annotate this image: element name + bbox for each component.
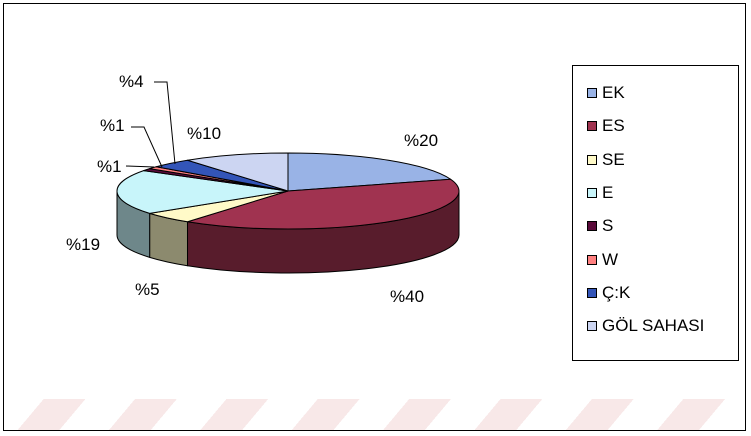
legend-swatch — [587, 254, 597, 265]
pie-slice-label: %1 — [97, 157, 122, 176]
pie-slice-label: %20 — [404, 131, 438, 150]
legend-label: W — [602, 249, 619, 269]
legend-label: Ç:K — [602, 282, 631, 302]
legend-item: ES — [587, 116, 625, 136]
legend-item: SE — [587, 150, 625, 170]
pie-slice — [186, 178, 460, 230]
pie-slice-label: %5 — [135, 280, 160, 299]
legend-swatch — [587, 154, 597, 165]
pie-slice — [116, 170, 289, 214]
watermark-stripes — [4, 399, 745, 430]
legend-item: EK — [587, 83, 625, 103]
legend-label: E — [602, 182, 614, 202]
legend-item: GÖL SAHASI — [587, 316, 704, 336]
legend-swatch — [587, 221, 597, 232]
pie-labels: %20 %40 %5 %19 %1 %1 %4 %10 — [66, 72, 438, 306]
legend-swatch — [587, 88, 597, 98]
legend: EK ES SE E S W Ç:K GÖL SAHASI — [572, 65, 739, 361]
legend-label: S — [602, 216, 614, 236]
pie-sides — [116, 190, 460, 274]
leader-line — [131, 126, 163, 168]
pie-slice — [186, 152, 289, 192]
pie-slice-label: %40 — [390, 287, 424, 306]
legend-item: S — [587, 216, 613, 236]
pie-slice-label: %1 — [100, 116, 125, 135]
pie-chart: %20 %40 %5 %19 %1 %1 %4 %10 — [66, 72, 460, 306]
pie-slice-label: %19 — [66, 235, 100, 254]
legend-item: E — [587, 183, 613, 203]
chart-frame: %20 %40 %5 %19 %1 %1 %4 %10 EK ES SE E S W Ç:K … — [3, 3, 746, 431]
pie-tops — [116, 152, 460, 230]
leader-line — [154, 81, 176, 165]
legend-swatch — [587, 187, 597, 198]
leader-line — [125, 165, 155, 168]
legend-item: Ç:K — [587, 283, 630, 303]
pie-slice-label: %10 — [187, 124, 221, 143]
legend-label: EK — [602, 83, 625, 102]
pie-slice — [287, 152, 452, 192]
legend-swatch — [587, 121, 597, 132]
legend-item: W — [587, 250, 618, 270]
pie-slice-label: %4 — [119, 72, 144, 91]
legend-label: GÖL SAHASI — [602, 316, 705, 336]
legend-label: ES — [602, 116, 625, 136]
legend-swatch — [587, 321, 597, 332]
legend-swatch — [587, 287, 597, 298]
legend-label: SE — [602, 149, 625, 169]
